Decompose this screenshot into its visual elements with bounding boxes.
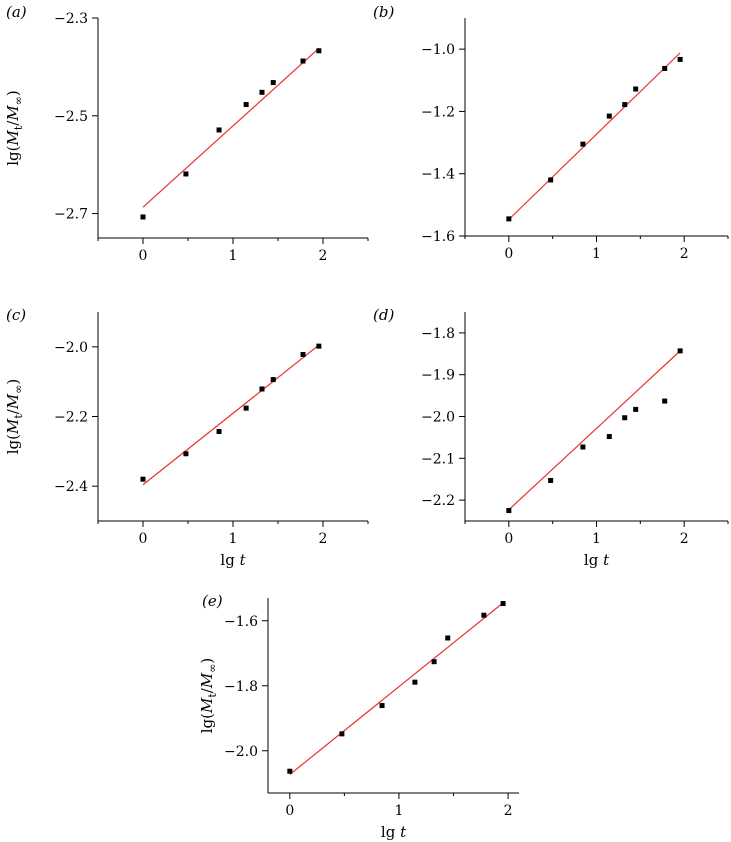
panel-label: (e) <box>202 592 223 610</box>
data-point <box>580 141 586 147</box>
fit-line <box>142 344 320 486</box>
data-point <box>506 508 512 514</box>
data-point <box>580 444 586 450</box>
data-point <box>270 80 276 86</box>
data-point <box>140 214 146 220</box>
panel-label: (b) <box>373 3 394 21</box>
y-tick-label: −2.0 <box>54 340 88 356</box>
chart-panel-5: 0 1 2 −2.0 −1.8 −1.6(e) lg(Mt/M∞) lg t <box>198 592 519 841</box>
panel-label: (a) <box>6 3 27 21</box>
y-tick-label: −1.8 <box>421 326 455 342</box>
data-point <box>140 476 146 482</box>
x-axis-label: lg t <box>584 551 610 569</box>
fit-line <box>508 350 681 511</box>
chart-panel-2: 0 1 2 −1.6 −1.4 −1.2 −1.0 (b) <box>373 3 729 262</box>
data-point <box>243 405 249 411</box>
x-tick-label: 2 <box>504 803 513 819</box>
data-point <box>606 113 612 119</box>
data-point <box>412 679 418 685</box>
data-point <box>662 65 668 71</box>
y-tick-label: −1.6 <box>224 614 258 630</box>
chart-panel-1: 0 1 2 −2.7 −2.5 −2.3 (a) lg(Mt/M∞) <box>4 3 369 264</box>
x-tick-label: 1 <box>229 248 238 264</box>
y-tick-label: −2.0 <box>421 410 455 426</box>
fit-line <box>508 52 681 220</box>
fit-line <box>142 47 320 208</box>
y-tick-label: −2.2 <box>54 410 88 426</box>
x-axis-label: lg t <box>381 823 407 841</box>
data-point <box>606 434 612 440</box>
data-point <box>270 377 276 383</box>
data-point <box>445 635 451 641</box>
y-tick-label: −1.0 <box>421 42 455 58</box>
data-point <box>183 451 189 457</box>
panel-label: (d) <box>373 306 394 324</box>
x-tick-label: 1 <box>592 531 601 547</box>
fit-line <box>289 602 504 775</box>
data-point <box>216 127 222 133</box>
data-point <box>633 406 639 412</box>
y-tick-label: −1.6 <box>421 229 455 245</box>
data-point <box>633 86 639 92</box>
data-point <box>622 415 628 421</box>
x-tick-label: 0 <box>285 803 294 819</box>
y-axis-label: lg(Mt/M∞) <box>4 90 25 166</box>
x-tick-label: 2 <box>319 248 328 264</box>
data-point <box>243 102 249 108</box>
y-tick-label: −2.7 <box>54 207 88 223</box>
y-tick-label: −1.8 <box>224 679 258 695</box>
data-point <box>316 343 322 349</box>
data-point <box>316 48 322 54</box>
data-point <box>339 731 345 737</box>
data-point <box>548 477 554 483</box>
panel-label: (c) <box>6 306 26 324</box>
x-tick-label: 0 <box>139 248 148 264</box>
y-tick-label: −2.0 <box>224 744 258 760</box>
data-point <box>662 398 668 404</box>
x-tick-label: 2 <box>319 531 328 547</box>
x-tick-label: 2 <box>680 531 689 547</box>
data-point <box>300 58 306 64</box>
x-tick-label: 0 <box>504 531 513 547</box>
y-tick-label: −2.5 <box>54 109 88 125</box>
data-point <box>183 171 189 177</box>
y-tick-label: −1.4 <box>421 167 455 183</box>
x-tick-label: 1 <box>229 531 238 547</box>
data-point <box>287 768 293 774</box>
data-point <box>379 703 385 709</box>
x-axis-label: lg t <box>220 551 246 569</box>
data-point <box>548 177 554 183</box>
chart-panel-3: 0 1 2 −2.4 −2.2 −2.0 (c) lg(Mt/M∞) lg t <box>4 306 369 569</box>
chart-panel-4: 0 1 2 −2.2 −2.1 −2.0 −1.9 −1.8 (d) lg t <box>373 306 729 569</box>
y-tick-label: −1.2 <box>421 104 455 120</box>
y-axis-label: lg(Mt/M∞) <box>198 658 219 734</box>
data-point <box>300 351 306 357</box>
y-axis-label: lg(Mt/M∞) <box>4 379 25 455</box>
data-point <box>500 601 506 607</box>
y-tick-label: −2.4 <box>54 479 88 495</box>
data-point <box>506 216 512 222</box>
y-tick-label: −2.1 <box>421 451 455 467</box>
data-point <box>216 428 222 434</box>
data-point <box>677 348 683 354</box>
y-tick-label: −2.2 <box>421 493 455 509</box>
x-tick-label: 1 <box>394 803 403 819</box>
x-tick-label: 1 <box>592 246 601 262</box>
x-tick-label: 0 <box>139 531 148 547</box>
data-point <box>481 612 487 618</box>
data-point <box>431 659 437 665</box>
data-point <box>677 56 683 62</box>
x-tick-label: 2 <box>680 246 689 262</box>
data-point <box>622 102 628 108</box>
data-point <box>259 89 265 95</box>
data-point <box>259 386 265 392</box>
y-tick-label: −2.3 <box>54 11 88 27</box>
y-tick-label: −1.9 <box>421 368 455 384</box>
x-tick-label: 0 <box>504 246 513 262</box>
